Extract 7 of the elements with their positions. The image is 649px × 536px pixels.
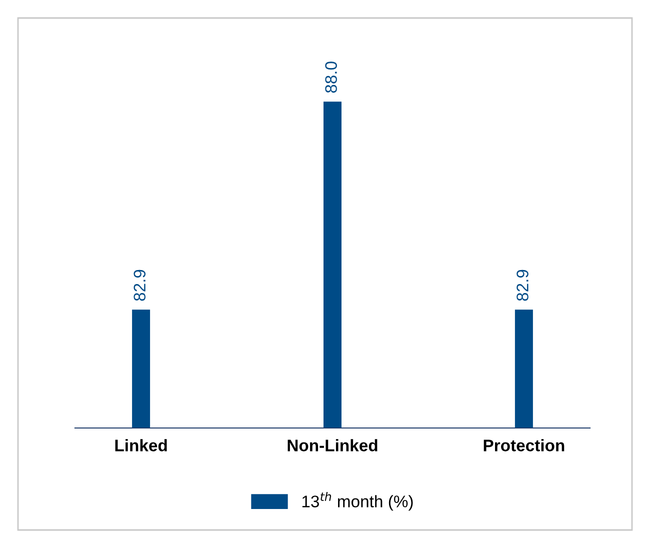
x-tick-label: Non-Linked — [288, 439, 378, 452]
data-label: 88.0 — [325, 62, 337, 93]
data-label: 82.9 — [516, 270, 528, 301]
x-tick-label: Linked — [115, 439, 167, 452]
x-tick-label: Protection — [484, 439, 564, 452]
data-label: 82.9 — [134, 270, 146, 301]
legend-label: 13$^{th}$ month (%) — [302, 492, 413, 511]
